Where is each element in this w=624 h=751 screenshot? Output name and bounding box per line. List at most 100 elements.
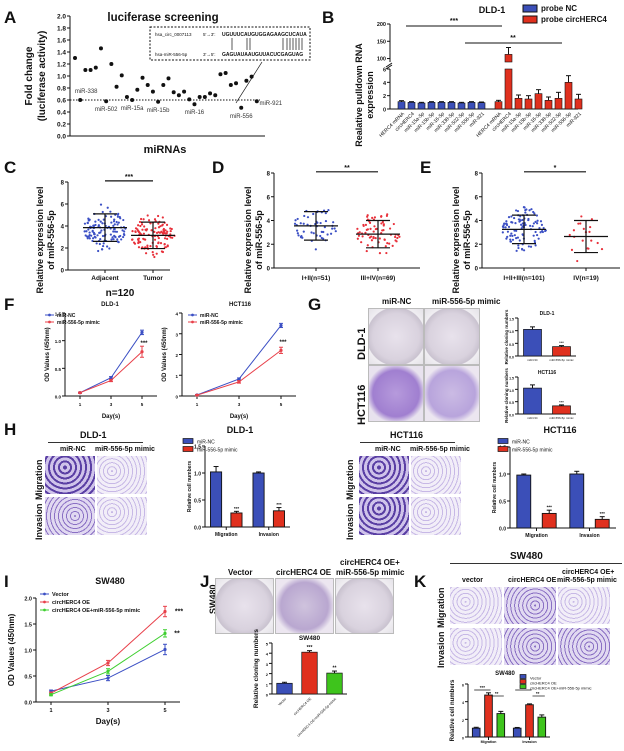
f2-x-tick-label: 1: [196, 402, 199, 407]
d-point: [380, 231, 383, 235]
c-point: [117, 212, 120, 215]
e-point: [514, 221, 517, 225]
transwell-image: [558, 587, 610, 624]
g1-y-tick-label: 0.0: [509, 356, 514, 360]
c-point: [134, 230, 137, 234]
c-point: [86, 235, 89, 239]
c-point: [119, 226, 123, 229]
b-bar: [514, 98, 523, 110]
a-point: [208, 91, 213, 96]
c-point: [159, 242, 163, 245]
c-point: [162, 231, 166, 235]
k-y-tick-label: 2: [462, 719, 464, 723]
c-point: [99, 238, 102, 241]
f1-y-tick-label: 1.5: [55, 312, 62, 317]
k-y-tick-label: 4: [462, 701, 464, 705]
colony-plate-image: [368, 308, 424, 365]
a-point: [192, 102, 197, 107]
e-point: [525, 213, 529, 217]
j-y-tick-label: 4: [266, 652, 269, 657]
c-point: [133, 242, 137, 245]
a-x-label: miRNAs: [144, 144, 187, 156]
b-x-tick-label: miR-502-5p: [443, 111, 466, 134]
g2-bar: [552, 405, 571, 415]
h2-sig-label: ***: [600, 511, 606, 516]
c-point: [144, 246, 147, 249]
e-point: [522, 224, 526, 227]
f2-y-tick-label: 1: [175, 374, 178, 379]
c-point: [139, 232, 142, 236]
k-x-tick-label: Migration: [481, 740, 497, 744]
c-point: [161, 231, 164, 234]
c-point: [137, 239, 140, 242]
c-point: [103, 239, 106, 242]
d-point: [372, 236, 375, 239]
e-point: [510, 221, 513, 224]
j-bar: [276, 682, 293, 695]
e-point: [536, 219, 539, 222]
c-point: [96, 234, 99, 237]
i-legend-marker: [43, 592, 46, 596]
e-point: [524, 211, 527, 214]
b-x-tick-label: miR-15b-5p: [510, 111, 533, 134]
a-point: [161, 83, 166, 87]
d-point: [375, 227, 378, 230]
d-point: [310, 231, 313, 234]
k-sig-label: **: [536, 691, 540, 696]
panel-letter-h: H: [4, 420, 17, 439]
a-point: [73, 56, 77, 60]
b-x-tick-label: miR-16-5p: [522, 111, 543, 132]
transwell-image: [558, 628, 610, 665]
e-point: [520, 227, 523, 230]
e-point: [527, 218, 530, 222]
d-point: [315, 225, 319, 228]
j-col-label: circHERC4 OE+: [340, 558, 400, 567]
b-y-tick-label: 6: [383, 68, 386, 74]
d-point: [320, 236, 323, 240]
f2-legend-label: miR-556-5p mimic: [200, 320, 243, 326]
c-point: [165, 232, 168, 235]
f2-point: [279, 323, 283, 328]
h2-bar: [569, 473, 585, 529]
c-point: [124, 227, 127, 230]
c-point: [142, 232, 146, 235]
g1-y-tick-label: 0.5: [509, 343, 514, 347]
c-point: [94, 223, 97, 227]
d-point: [314, 222, 317, 226]
e-point: [509, 238, 512, 241]
f1-point: [78, 391, 82, 395]
colony-plate-image: [275, 578, 334, 634]
e-point: [540, 223, 544, 226]
b-bar: [427, 102, 436, 110]
c-point: [155, 231, 159, 234]
h2-col-label: miR-556-5p mimic: [410, 446, 470, 453]
b-y-tick-label: 4: [383, 81, 387, 87]
c-point: [116, 240, 119, 243]
g1-sig-label: ***: [559, 340, 564, 345]
c-point: [160, 230, 163, 233]
f2-y-tick-label: 2: [175, 353, 178, 358]
e-point: [515, 249, 518, 252]
d-point: [394, 233, 397, 236]
c-point: [87, 217, 90, 220]
c-point: [145, 228, 149, 231]
i-point: [163, 647, 167, 652]
e-point: [541, 230, 544, 234]
e-point: [518, 239, 521, 242]
c-point: [93, 232, 96, 236]
e-point: [507, 225, 511, 228]
a-y-tick-label: 1.4: [57, 50, 66, 57]
c-point: [131, 238, 134, 241]
i-point: [163, 631, 167, 635]
e-point: [509, 234, 512, 237]
d-point: [297, 234, 300, 237]
h1-y-label: Relative cell numbers: [187, 461, 193, 513]
c-point: [161, 250, 165, 254]
c-point: [85, 235, 89, 238]
c-point: [144, 228, 147, 231]
e-point: [532, 234, 535, 237]
a-point: [93, 65, 98, 70]
c-point: [87, 219, 91, 222]
b-bar: [477, 102, 486, 110]
panel-letter-f: F: [4, 295, 15, 314]
